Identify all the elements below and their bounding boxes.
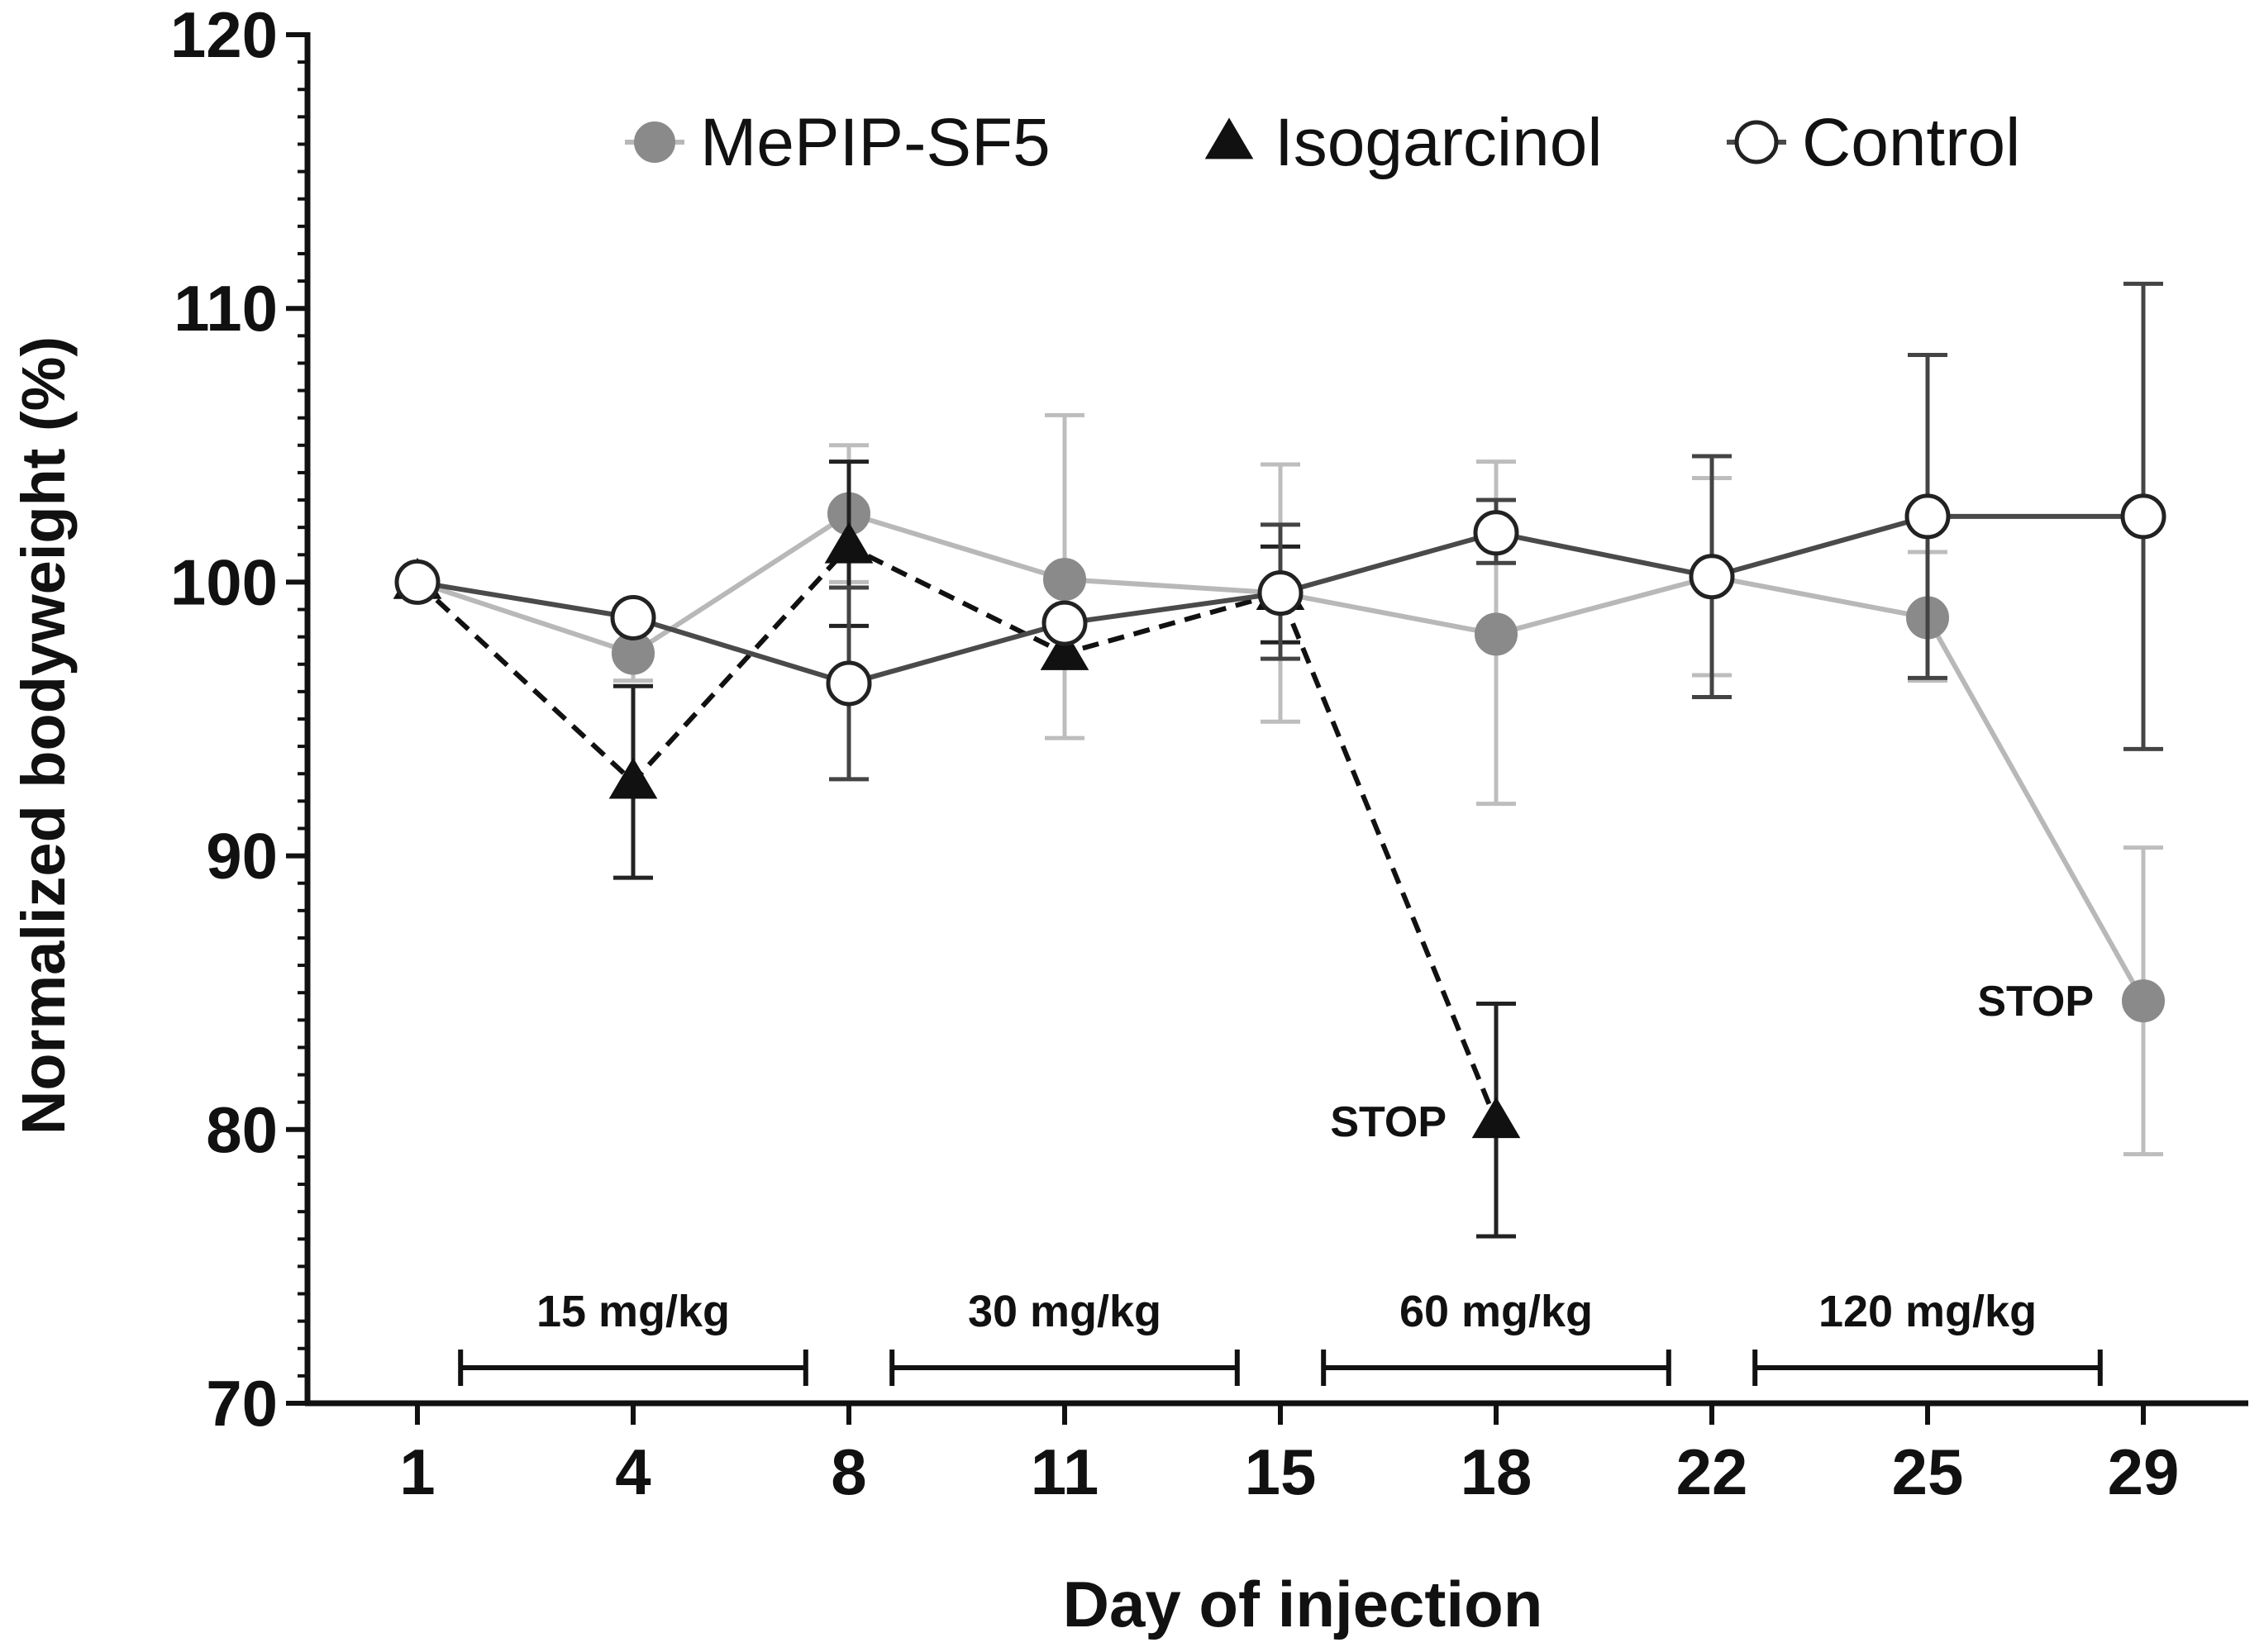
stop-annotation: STOP [1977,978,2094,1026]
data-point-marker [634,121,675,163]
series-line [415,544,1499,1122]
series-control [394,281,2166,782]
x-tick-label: 11 [1031,1435,1099,1508]
data-point-marker [1734,120,1779,164]
axes: 70 80 90 100 110 120 1 4 8 11 15 18 22 25 29 [170,0,2248,1508]
x-tick-label: 22 [1676,1435,1748,1508]
x-tick-label: 1 [399,1435,435,1508]
dose-range: 15 mg/kg [458,1287,808,1386]
data-point-marker [1473,510,1519,556]
legend-entry: Isogarcinol [1204,105,1603,180]
data-point-marker [1475,612,1518,656]
data-point-marker [1257,570,1304,617]
x-tick-label: 8 [831,1435,866,1508]
x-tick-label: 4 [615,1435,651,1508]
annotations: STOP STOP [1330,978,2094,1146]
dose-range: 30 mg/kg [889,1287,1240,1386]
y-tick-label: 120 [170,0,278,71]
y-tick-label: 80 [206,1093,278,1166]
x-axis-title: Day of injection [1063,1568,1543,1640]
data-point-marker [1904,493,1951,540]
y-tick-label: 70 [206,1367,278,1440]
data-point-marker [1041,600,1088,646]
data-point-marker [394,559,441,605]
dose-range: 120 mg/kg [1752,1287,2103,1386]
data-point-marker [1040,628,1089,670]
data-point-marker [610,594,656,640]
data-point-marker [2122,979,2165,1023]
legend-entry: MePIP-SF5 [625,105,1051,180]
x-axis-ticks: 1 4 8 11 15 18 22 25 29 [399,1403,2179,1508]
data-point-marker [1204,117,1254,159]
dose-range: 60 mg/kg [1321,1287,1671,1386]
data-point-marker [1043,558,1086,602]
data-point-marker [1689,554,1735,600]
legend-label: Isogarcinol [1275,105,1603,180]
legend-entry: Control [1727,105,2020,180]
x-tick-label: 15 [1245,1435,1317,1508]
dose-range-label: 30 mg/kg [968,1287,1161,1336]
dose-range-label: 60 mg/kg [1399,1287,1593,1336]
y-tick-label: 90 [206,820,278,893]
x-tick-label: 25 [1892,1435,1964,1508]
legend-label: MePIP-SF5 [700,105,1051,180]
data-point-marker [2120,493,2166,540]
data-point-marker [608,757,658,799]
legend: MePIP-SF5 Isogarcinol Control [625,105,2020,180]
dose-range-label: 120 mg/kg [1818,1287,2037,1336]
data-series [393,281,2166,1239]
y-axis-ticks: 70 80 90 100 110 120 [170,0,307,1440]
x-tick-label: 18 [1461,1435,1532,1508]
y-tick-label: 110 [174,272,278,345]
y-axis-title: Normalized bodyweight (%) [9,336,78,1135]
x-tick-label: 29 [2108,1435,2180,1508]
data-point-marker [826,660,872,707]
legend-label: Control [1802,105,2020,180]
stop-annotation: STOP [1330,1098,1447,1146]
data-point-marker [1471,1097,1521,1139]
y-tick-label: 100 [170,545,278,618]
dose-range-label: 15 mg/kg [536,1287,730,1336]
dose-ranges: 15 mg/kg 30 mg/kg 60 mg/kg 120 mg/kg [458,1287,2103,1386]
data-point-marker [824,521,874,564]
